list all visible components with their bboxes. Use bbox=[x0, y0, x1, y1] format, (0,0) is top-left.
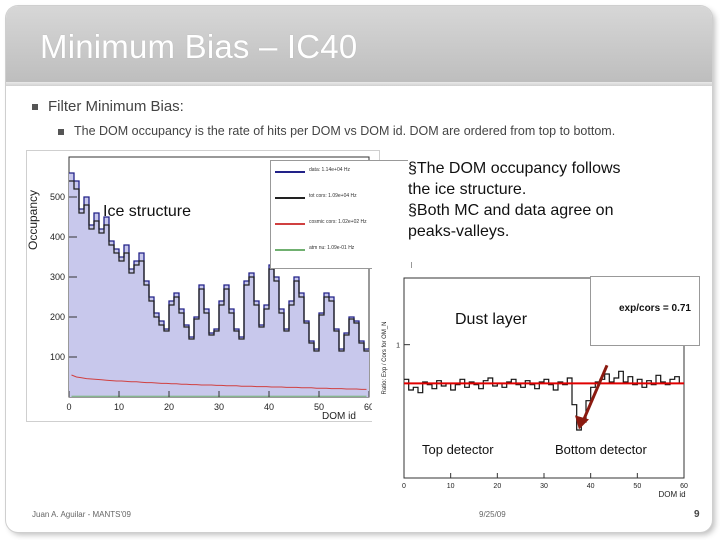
x-tick-label: 30 bbox=[540, 483, 548, 490]
x-tick-label: 20 bbox=[164, 402, 174, 412]
bullet-square-icon bbox=[32, 104, 38, 111]
x-tick-label: 50 bbox=[314, 402, 324, 412]
dust-arrow-head bbox=[575, 415, 589, 430]
x-tick-label: 0 bbox=[66, 402, 71, 412]
bullet-square-icon bbox=[58, 128, 64, 135]
y-tick-label: 400 bbox=[50, 232, 65, 242]
x-tick-label: 20 bbox=[493, 483, 501, 490]
note-line-2: the ice structure. bbox=[408, 181, 527, 198]
bullet-filter-text: Filter Minimum Bias: bbox=[48, 98, 184, 115]
dust-layer-label: Dust layer bbox=[455, 311, 528, 328]
legend-swatch-tot-cors bbox=[275, 197, 305, 199]
data-fill-area bbox=[69, 173, 369, 397]
footer-author: Juan A. Aguilar - MANTS'09 bbox=[32, 510, 131, 519]
note-line-1: §The DOM occupancy follows bbox=[408, 160, 621, 177]
page-number: 9 bbox=[694, 509, 700, 520]
y-axis-label: Ratio: Exp / Cors for OM_N bbox=[382, 321, 388, 394]
x-tick-label: 60 bbox=[680, 483, 688, 490]
footer-date: 9/25/09 bbox=[479, 510, 506, 519]
x-axis-label: DOM id bbox=[322, 411, 356, 421]
x-tick-label: 10 bbox=[114, 402, 124, 412]
note-line-4: peaks-valleys. bbox=[408, 223, 510, 240]
legend-label-cosmic: cosmic cors: 1.02e+02 Hz bbox=[309, 219, 367, 225]
bullet-occupancy: The DOM occupancy is the rate of hits pe… bbox=[58, 124, 615, 138]
ratio-stat-text: exp/cors = 0.71 bbox=[619, 303, 691, 314]
y-tick-label: 1 bbox=[396, 343, 400, 350]
series-line-tot-cors bbox=[69, 180, 369, 352]
series-line-cosmic-cors bbox=[71, 374, 367, 390]
y-tick-label: 200 bbox=[50, 312, 65, 322]
bullet-occupancy-text: The DOM occupancy is the rate of hits pe… bbox=[74, 124, 616, 138]
ice-structure-label: Ice structure bbox=[103, 203, 192, 220]
legend-swatch-cosmic bbox=[275, 223, 305, 225]
y-tick-label: 300 bbox=[50, 272, 65, 282]
legend-swatch-atm-nu bbox=[275, 249, 305, 251]
note-box: §The DOM occupancy follows the ice struc… bbox=[408, 158, 678, 262]
dust-arrow-shaft bbox=[581, 364, 609, 422]
x-tick-label: 0 bbox=[402, 483, 406, 490]
y-tick-label: 100 bbox=[50, 352, 65, 362]
legend-label-atm-nu: atm nu: 1.09e-01 Hz bbox=[309, 245, 355, 251]
x-tick-label: 50 bbox=[633, 483, 641, 490]
title-rule bbox=[6, 82, 712, 86]
occupancy-axis-label: Occupancy bbox=[26, 189, 40, 250]
ratio-stat-box: exp/cors = 0.71 bbox=[590, 276, 700, 346]
x-tick-label: 60 bbox=[364, 402, 374, 412]
slide-title: Minimum Bias – IC40 bbox=[40, 28, 358, 65]
x-tick-label: 40 bbox=[264, 402, 274, 412]
bottom-detector-label: Bottom detector bbox=[555, 442, 647, 457]
title-band bbox=[6, 6, 712, 84]
x-tick-label: 40 bbox=[587, 483, 595, 490]
note-line-3: §Both MC and data agree on bbox=[408, 202, 614, 219]
occupancy-legend: data: 1.14e+04 Hz tot cors: 1.09e+04 Hz … bbox=[270, 160, 412, 269]
legend-swatch-data bbox=[275, 171, 305, 173]
x-tick-label: 30 bbox=[214, 402, 224, 412]
top-detector-label: Top detector bbox=[422, 442, 494, 457]
x-tick-label: 10 bbox=[447, 483, 455, 490]
legend-label-tot-cors: tot cors: 1.09e+04 Hz bbox=[309, 193, 357, 199]
bullet-filter: Filter Minimum Bias: bbox=[32, 98, 184, 115]
x-axis-label: DOM id bbox=[658, 490, 685, 499]
y-tick-label: 500 bbox=[50, 192, 65, 202]
legend-label-data: data: 1.14e+04 Hz bbox=[309, 167, 351, 173]
occupancy-plot-panel: 0 10 20 30 40 50 60 100 200 300 400 500 DOM id bbox=[26, 150, 380, 422]
